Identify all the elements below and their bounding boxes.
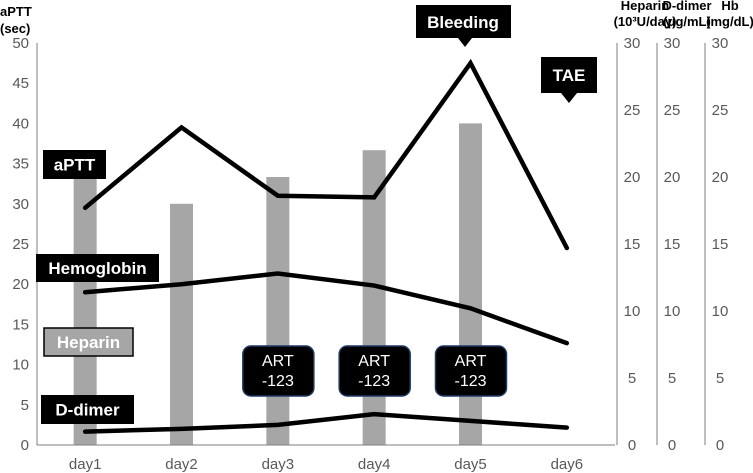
right3-tick-label: 30 xyxy=(712,35,729,52)
right1-tick-label: 25 xyxy=(624,102,641,119)
annotations: Bleeding TAE ART -123 ART -123 ART -123 xyxy=(242,5,597,397)
right1-axis-unit: (10³U/day) xyxy=(614,14,677,29)
left-tick-label: 15 xyxy=(12,316,29,333)
heparin-label: Heparin xyxy=(57,333,120,352)
left-tick-label: 35 xyxy=(12,156,29,173)
series-labels: Heparin aPTT Hemoglobin D-dimer xyxy=(36,150,159,424)
right1-tick-label: 15 xyxy=(624,236,641,253)
tae-callout-label: TAE xyxy=(553,66,586,85)
art-123-label: ART xyxy=(455,353,487,370)
left-tick-label: 40 xyxy=(12,115,29,132)
bleeding-callout-label: Bleeding xyxy=(427,13,499,32)
left-tick-label: 0 xyxy=(21,437,29,454)
aptt-label: aPTT xyxy=(54,156,96,175)
art-123-label: ART xyxy=(262,353,294,370)
art-123-label: ART xyxy=(358,353,390,370)
right3-tick-label: 15 xyxy=(712,236,729,253)
bleeding-callout-box xyxy=(416,5,511,38)
right2-tick-label: 15 xyxy=(664,236,681,253)
x-tick-label: day6 xyxy=(551,456,584,473)
x-tick-label: day1 xyxy=(69,456,102,473)
bleeding-callout-pointer xyxy=(458,38,472,47)
right3-tick-label: 10 xyxy=(712,303,729,320)
aptt-label-box xyxy=(43,150,106,179)
right2-tick-label: 5 xyxy=(668,370,676,387)
right3-tick-label: 0 xyxy=(716,437,724,454)
right3-tick-label: 5 xyxy=(716,370,724,387)
hemoglobin-label-box xyxy=(36,254,159,282)
x-tick-label: day4 xyxy=(358,456,391,473)
art-123-label: -123 xyxy=(262,373,294,390)
right3-axis-title: Hb xyxy=(721,0,738,13)
right1-tick-label: 30 xyxy=(624,35,641,52)
left-tick-label: 10 xyxy=(12,357,29,374)
left-tick-label: 25 xyxy=(12,236,29,253)
heparin-bar xyxy=(73,172,97,446)
series-lines xyxy=(82,58,570,434)
art-123-box xyxy=(242,345,315,397)
right2-axis-unit: (μg/mL) xyxy=(663,14,711,29)
right1-tick-label: 10 xyxy=(624,303,641,320)
right2-tick-label: 20 xyxy=(664,169,681,186)
heparin-bar xyxy=(459,123,482,446)
d-dimer-line xyxy=(82,411,570,434)
right1-tick-label: 0 xyxy=(628,437,636,454)
heparin-bar xyxy=(266,177,290,445)
tae-callout-pointer xyxy=(561,93,577,103)
art-123-box xyxy=(434,345,508,397)
left-tick-label: 5 xyxy=(21,397,29,414)
heparin-bars xyxy=(73,123,482,446)
right2-tick-label: 25 xyxy=(664,102,681,119)
art-123-label: -123 xyxy=(454,373,486,390)
x-tick-label: day5 xyxy=(454,456,487,473)
right3-tick-label: 25 xyxy=(712,102,729,119)
right2-tick-label: 10 xyxy=(664,303,681,320)
left-tick-label: 30 xyxy=(12,196,29,213)
left-tick-label: 20 xyxy=(12,276,29,293)
art-123-label: -123 xyxy=(358,373,390,390)
aptt-line xyxy=(82,58,570,251)
right3-axis-unit: (mg/dL) xyxy=(706,14,753,29)
heparin-label-box xyxy=(43,327,134,357)
left-tick-label: 45 xyxy=(12,75,29,92)
x-tick-label: day3 xyxy=(262,456,295,473)
hemoglobin-line xyxy=(82,271,570,346)
right2-tick-label: 0 xyxy=(668,437,676,454)
hemoglobin-label: Hemoglobin xyxy=(48,259,146,278)
right3-tick-label: 20 xyxy=(712,169,729,186)
x-tick-label: day2 xyxy=(165,456,198,473)
right2-axis-title: D-dimer xyxy=(662,0,711,13)
tae-callout-box xyxy=(541,57,597,93)
right2-tick-label: 30 xyxy=(664,35,681,52)
left-axis-unit: (sec) xyxy=(0,21,30,36)
art-123-box xyxy=(338,345,411,397)
left-axis-title: aPTT xyxy=(0,4,32,19)
d-dimer-label-box xyxy=(41,395,134,424)
heparin-bar xyxy=(170,203,193,445)
right1-tick-label: 20 xyxy=(624,169,641,186)
right1-tick-label: 5 xyxy=(628,370,636,387)
right1-axis-title: Heparin xyxy=(621,0,669,13)
left-tick-label: 50 xyxy=(12,35,29,52)
d-dimer-label: D-dimer xyxy=(55,401,120,420)
